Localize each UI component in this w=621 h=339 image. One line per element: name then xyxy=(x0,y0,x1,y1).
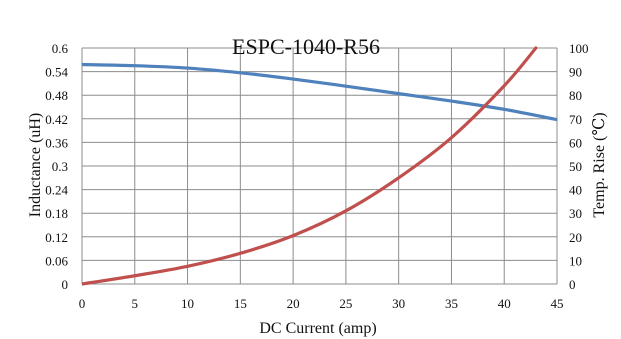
x-tick-label: 25 xyxy=(339,296,352,311)
x-tick-label: 20 xyxy=(287,296,300,311)
x-tick-label: 35 xyxy=(445,296,458,311)
y-right-tick-label: 80 xyxy=(569,88,582,103)
x-tick-label: 40 xyxy=(498,296,511,311)
x-tick-label: 0 xyxy=(79,296,86,311)
x-tick-label: 30 xyxy=(392,296,405,311)
x-tick-label: 5 xyxy=(132,296,139,311)
y-left-tick-label: 0.18 xyxy=(45,206,68,221)
y-right-tick-label: 70 xyxy=(569,112,582,127)
y-right-tick-label: 100 xyxy=(569,41,589,56)
y-right-tick-label: 0 xyxy=(569,277,576,292)
y-left-tick-label: 0 xyxy=(62,277,69,292)
y-left-tick-label: 0.24 xyxy=(45,183,68,198)
y-right-tick-label: 50 xyxy=(569,159,582,174)
y-left-tick-label: 0.12 xyxy=(45,230,68,245)
y-axis-label-right: Temp. Rise (℃) xyxy=(591,112,608,217)
y-right-tick-label: 90 xyxy=(569,65,582,80)
y-right-tick-label: 40 xyxy=(569,183,582,198)
x-tick-label: 15 xyxy=(234,296,247,311)
y-left-tick-label: 0.06 xyxy=(45,253,68,268)
x-tick-label: 10 xyxy=(181,296,194,311)
chart-title: ESPC-1040-R56 xyxy=(232,34,380,59)
y-left-tick-label: 0.42 xyxy=(45,112,68,127)
x-axis-label: DC Current (amp) xyxy=(259,320,376,337)
y-left-tick-label: 0.54 xyxy=(45,65,68,80)
y-right-tick-label: 20 xyxy=(569,230,582,245)
y-right-tick-label: 10 xyxy=(569,253,582,268)
y-right-tick-label: 60 xyxy=(569,135,582,150)
y-axis-label-left: Inductance (uH) xyxy=(27,113,44,217)
y-right-tick-label: 30 xyxy=(569,206,582,221)
y-left-tick-label: 0.48 xyxy=(45,88,68,103)
x-tick-label: 45 xyxy=(551,296,564,311)
y-left-tick-label: 0.36 xyxy=(45,135,68,150)
y-left-tick-label: 0.6 xyxy=(52,41,69,56)
y-left-tick-label: 0.3 xyxy=(52,159,68,174)
